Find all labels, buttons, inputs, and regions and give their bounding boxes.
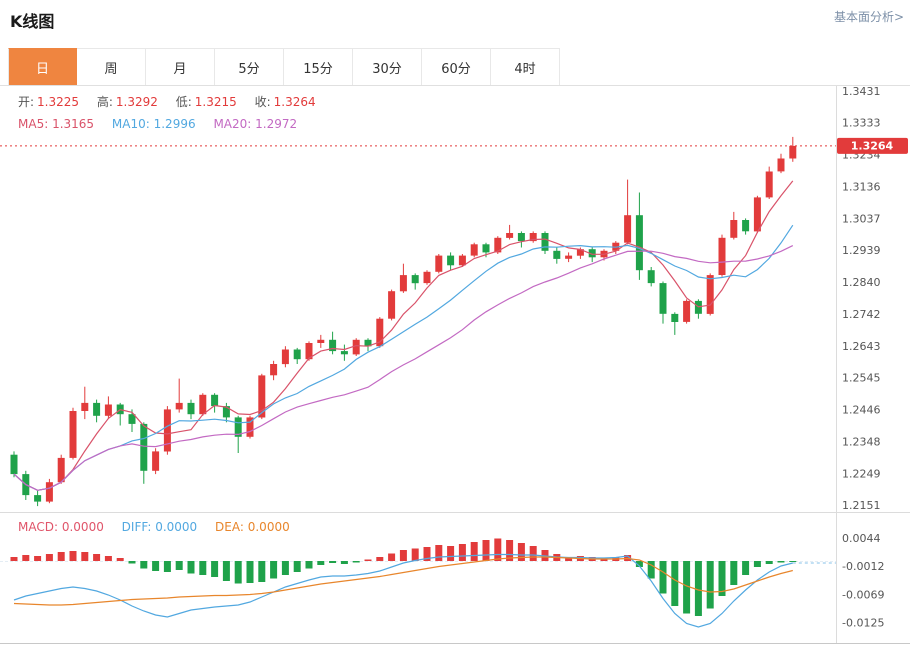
svg-text:1.3333: 1.3333 (842, 117, 881, 130)
period-tabs: 日周月 5分 15分 30分 60分 4时 (0, 48, 910, 86)
svg-text:-0.0125: -0.0125 (842, 617, 884, 630)
svg-text:-0.0012: -0.0012 (842, 560, 884, 573)
svg-text:1.3037: 1.3037 (842, 212, 881, 225)
svg-text:1.2249: 1.2249 (842, 467, 881, 480)
ma5-label: MA5: (18, 117, 49, 131)
page-title: K线图 (10, 12, 55, 31)
svg-text:1.2545: 1.2545 (842, 372, 881, 385)
high-label: 高: (96, 95, 113, 109)
chart-borders (0, 86, 910, 644)
macd-value: 0.0000 (61, 520, 104, 534)
diff-line (13, 553, 793, 628)
tab-week[interactable]: 周 (77, 48, 146, 85)
ma5-value: 1.3165 (52, 117, 95, 131)
tab-month[interactable]: 月 (146, 48, 215, 85)
open-value: 1.3225 (37, 95, 80, 109)
kline-chart-canvas[interactable]: 1.34311.33331.32341.31361.30371.29391.28… (0, 86, 910, 645)
diff-value: 0.0000 (155, 520, 198, 534)
low-label: 低: (175, 95, 192, 109)
svg-text:0.0044: 0.0044 (842, 532, 881, 545)
svg-text:1.2939: 1.2939 (842, 244, 881, 257)
tab-60min[interactable]: 60分 (422, 48, 491, 85)
svg-text:1.2742: 1.2742 (842, 308, 881, 321)
macd-label: MACD: (18, 520, 59, 534)
svg-text:1.2348: 1.2348 (842, 435, 881, 448)
fundamental-analysis-link[interactable]: 基本面分析> (833, 10, 904, 24)
ma20-value: 1.2972 (255, 117, 298, 131)
diff-label: DIFF: (121, 520, 152, 534)
svg-text:1.2151: 1.2151 (842, 499, 881, 512)
svg-text:1.3431: 1.3431 (842, 86, 881, 98)
ma5-line (13, 180, 794, 491)
ohlc-readout: 开: 1.3225 高: 1.3292 低: 1.3215 收: 1.3264 (18, 93, 330, 110)
tab-day[interactable]: 日 (8, 48, 77, 85)
svg-text:1.2446: 1.2446 (842, 404, 881, 417)
tab-30min[interactable]: 30分 (353, 48, 422, 85)
chart-area: 1.3431 1.3333 1.3234 1.3136 1.3037 1.2939 1.28… (0, 86, 910, 645)
svg-text:-0.0069: -0.0069 (842, 589, 884, 602)
ma10-value: 1.2996 (153, 117, 196, 131)
dea-label: DEA: (215, 520, 244, 534)
last-price-badge: 1.3264 (837, 137, 908, 154)
tab-5min[interactable]: 5分 (215, 48, 284, 85)
tab-15min[interactable]: 15分 (284, 48, 353, 85)
low-value: 1.3215 (194, 95, 237, 109)
ma-readout: MA5: 1.3165 MA10: 1.2996 MA20: 1.2972 (18, 117, 311, 131)
svg-text:1.3136: 1.3136 (842, 180, 881, 193)
open-label: 开: (18, 95, 35, 109)
dea-line (13, 556, 793, 606)
close-value: 1.3264 (273, 95, 316, 109)
ma10-label: MA10: (111, 117, 150, 131)
macd-readout: MACD: 0.0000 DIFF: 0.0000 DEA: 0.0000 (18, 520, 304, 534)
svg-text:1.2840: 1.2840 (842, 276, 881, 289)
svg-text:1.3264: 1.3264 (851, 139, 894, 152)
ma20-label: MA20: (213, 117, 252, 131)
macd-axis: 0.0044 -0.0012 -0.0069 -0.0125 (842, 532, 884, 630)
candles-layer (10, 136, 797, 507)
high-value: 1.3292 (115, 95, 158, 109)
dea-value: 0.0000 (247, 520, 290, 534)
close-label: 收: (254, 95, 271, 109)
price-axis: 1.34311.33331.32341.31361.30371.29391.28… (842, 86, 881, 512)
ma20-line (13, 245, 794, 491)
svg-text:1.2643: 1.2643 (842, 340, 881, 353)
tab-4hour[interactable]: 4时 (491, 48, 560, 85)
ma10-line (13, 224, 794, 491)
